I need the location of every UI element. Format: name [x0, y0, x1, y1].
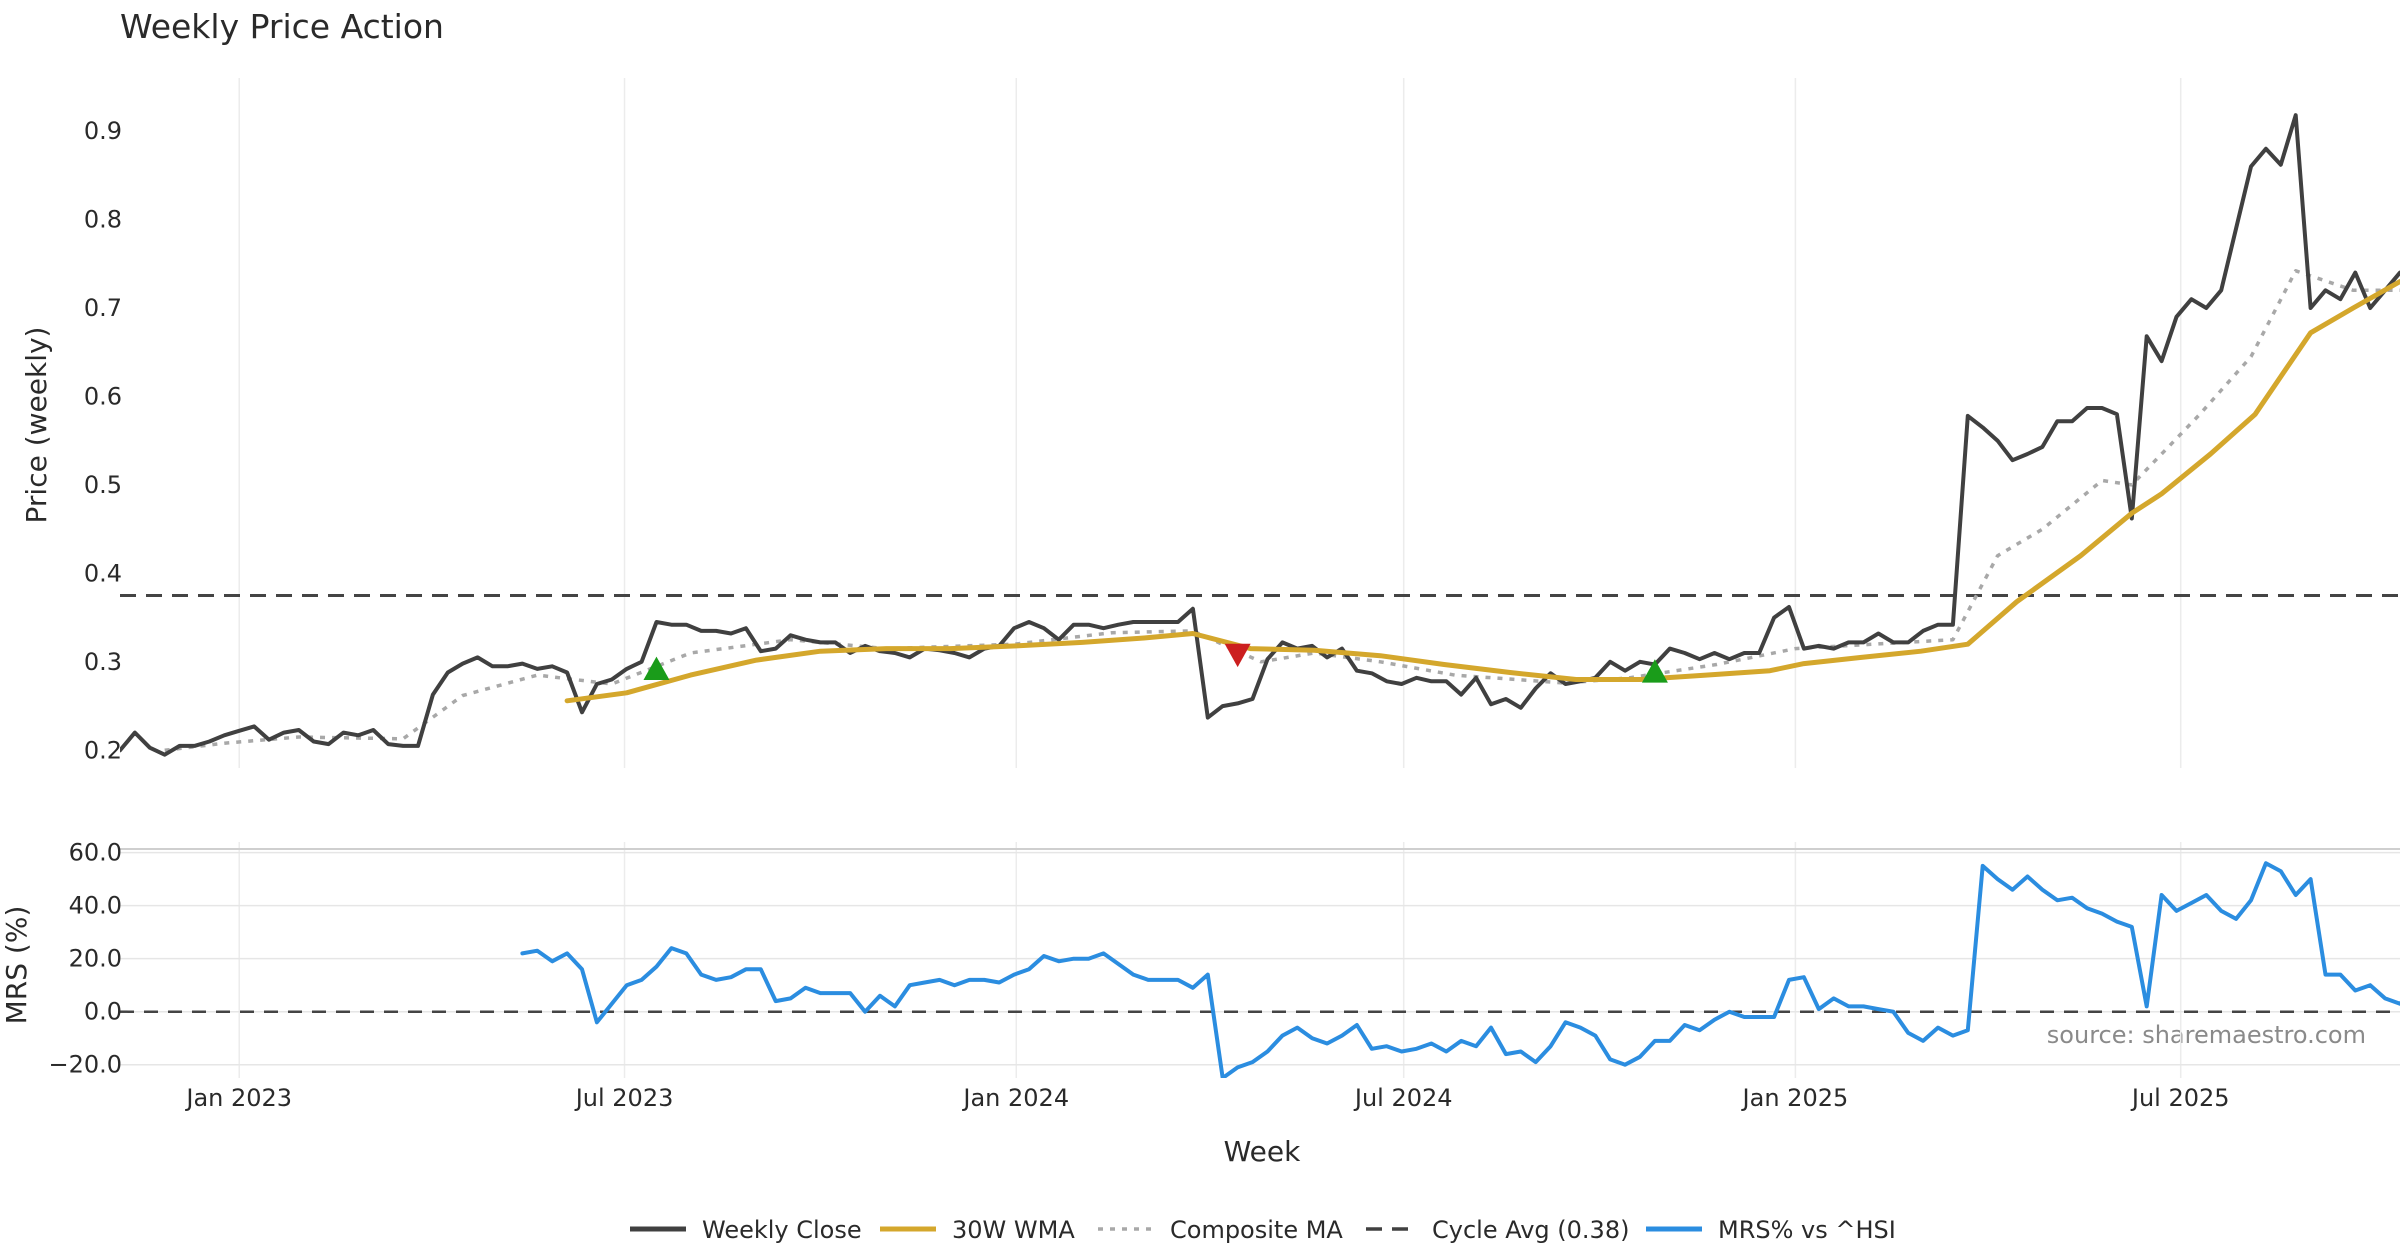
chart-title: Weekly Price Action [120, 7, 444, 46]
legend: Weekly Close 30W WMA Composite MA Cycle Avg… [630, 1216, 1896, 1244]
legend-label: 30W WMA [952, 1216, 1075, 1244]
price-y-tick-label: 0.5 [84, 471, 122, 499]
price-y-tick-label: 0.4 [84, 559, 122, 587]
price-y-tick-label: 0.3 [84, 648, 122, 676]
mrs-axis-title: MRS (%) [0, 906, 33, 1025]
legend-item: Cycle Avg (0.38) [1366, 1216, 1629, 1244]
legend-label: MRS% vs ^HSI [1718, 1216, 1896, 1244]
x-axis-title: Week [1224, 1135, 1301, 1168]
legend-item: Composite MA [1098, 1216, 1343, 1244]
legend-item: 30W WMA [880, 1216, 1075, 1244]
legend-item: Weekly Close [630, 1216, 862, 1244]
mrs-y-tick-label: 60.0 [69, 839, 122, 867]
mrs-line [520, 861, 2400, 1078]
sell-signal-marker [1224, 643, 1251, 668]
reference-lines [120, 594, 2400, 1013]
wma-30w-line [564, 279, 2400, 704]
mrs-y-tick-label: −20.0 [48, 1051, 122, 1079]
grid-layer [120, 78, 2400, 1078]
x-tick-label: Jan 2025 [1741, 1084, 1849, 1112]
price-axis-title: Price (weekly) [20, 327, 53, 524]
x-tick-label: Jan 2023 [184, 1084, 292, 1112]
tick-labels: Jan 2023 Jul 2023 Jan 2024 Jul 2024 Jan 2025… [48, 117, 2229, 1112]
signal-markers [643, 643, 1668, 683]
x-tick-label: Jan 2024 [961, 1084, 1069, 1112]
price-y-tick-label: 0.6 [84, 382, 122, 410]
price-y-tick-label: 0.7 [84, 294, 122, 322]
x-tick-label: Jul 2023 [574, 1084, 674, 1112]
buy-signal-marker [1641, 659, 1668, 683]
legend-label: Weekly Close [702, 1216, 862, 1244]
x-tick-label: Jul 2024 [1353, 1084, 1453, 1112]
composite-ma-line [164, 269, 2400, 753]
mrs-y-tick-label: 40.0 [69, 892, 122, 920]
buy-signal-marker [643, 656, 670, 680]
series-layer [120, 113, 2400, 1078]
price-y-tick-label: 0.8 [84, 206, 122, 234]
mrs-y-tick-label: 20.0 [69, 945, 122, 973]
legend-label: Composite MA [1170, 1216, 1343, 1244]
x-tick-label: Jul 2025 [2130, 1084, 2230, 1112]
weekly-close-line [120, 113, 2400, 757]
legend-label: Cycle Avg (0.38) [1432, 1216, 1629, 1244]
price-y-tick-label: 0.9 [84, 117, 122, 145]
price-y-tick-label: 0.2 [84, 736, 122, 764]
legend-item: MRS% vs ^HSI [1646, 1216, 1896, 1244]
source-note: source: sharemaestro.com [2047, 1021, 2366, 1049]
mrs-y-tick-label: 0.0 [84, 998, 122, 1026]
